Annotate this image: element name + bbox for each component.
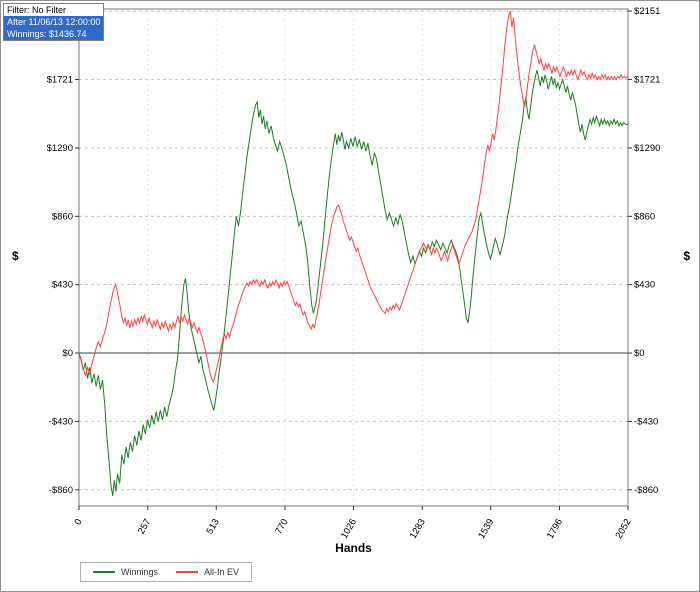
- x-tick-label: 770: [273, 517, 290, 536]
- legend-label-allin-ev: All-In EV: [204, 567, 240, 577]
- plot-frame: [78, 8, 629, 507]
- y-tick-label-left: $1290: [47, 143, 73, 154]
- x-tick-label: 513: [204, 517, 221, 536]
- x-tick-label: 1283: [408, 517, 428, 541]
- y-tick-label-left: $0: [62, 348, 73, 359]
- y-tick-label-right: -$860: [634, 485, 658, 496]
- y-tick-label-left: -$860: [49, 485, 73, 496]
- winnings-line-swatch: [93, 571, 115, 573]
- winnings-line: [79, 69, 628, 497]
- legend-item-winnings: Winnings: [93, 567, 158, 577]
- y-tick-label-left: $860: [52, 211, 73, 222]
- chart-legend: Winnings All-In EV: [80, 562, 253, 582]
- y-tick-label-right: $430: [634, 280, 655, 291]
- left-axis-title: $: [12, 249, 19, 263]
- allin-ev-line-swatch: [176, 571, 199, 573]
- legend-item-allin-ev: All-In EV: [176, 567, 239, 577]
- filter-info-box: Filter: No Filter After 11/06/13 12:00:0…: [3, 3, 105, 41]
- y-tick-label-left: -$430: [49, 416, 73, 427]
- y-tick-label-right: $2151: [634, 6, 660, 17]
- y-tick-label-right: -$430: [634, 416, 658, 427]
- x-tick-label: 257: [136, 517, 153, 536]
- filter-status: Filter: No Filter: [7, 5, 67, 15]
- x-tick-label: 1539: [476, 517, 496, 541]
- x-tick-label: 2052: [614, 517, 634, 541]
- x-tick-label: 1026: [339, 517, 359, 541]
- winnings-total: Winnings: $1436.74: [4, 28, 104, 40]
- x-axis-title: Hands: [335, 541, 372, 555]
- y-tick-label-right: $1721: [634, 74, 660, 85]
- y-tick-label-right: $1290: [634, 143, 660, 154]
- right-axis-title: $: [683, 249, 690, 263]
- y-tick-label-left: $430: [52, 280, 73, 291]
- x-tick-label: 0: [72, 517, 84, 527]
- y-tick-label-left: $1721: [47, 74, 73, 85]
- x-tick-label: 1796: [545, 517, 565, 541]
- legend-label-winnings: Winnings: [121, 567, 159, 577]
- filter-date-range: After 11/06/13 12:00:00: [4, 16, 104, 28]
- all-in-ev-line: [79, 10, 628, 384]
- y-tick-label-right: $860: [634, 211, 655, 222]
- y-tick-label-right: $0: [634, 348, 645, 359]
